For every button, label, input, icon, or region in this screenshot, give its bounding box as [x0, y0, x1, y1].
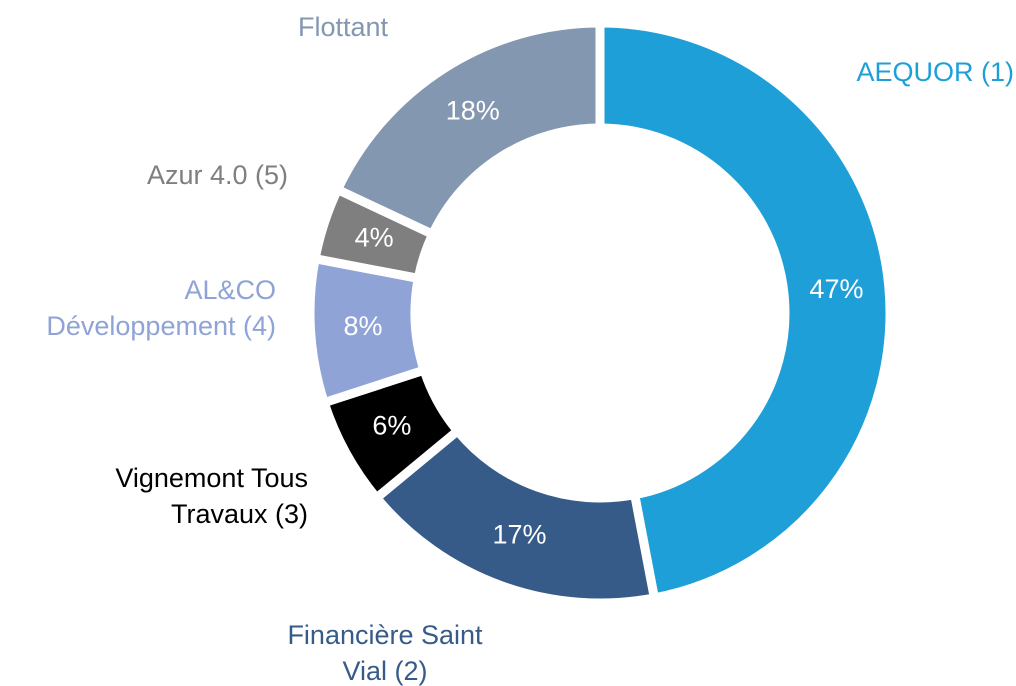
category-label: AL&CO Développement (4) [46, 275, 276, 341]
slice [595, 18, 895, 604]
value-label: 6% [372, 411, 411, 441]
value-label: 17% [493, 520, 547, 550]
category-label: Financière Saint Vial (2) [287, 620, 483, 686]
category-label: Azur 4.0 (5) [146, 160, 288, 190]
value-label: 4% [355, 223, 394, 253]
value-label: 18% [446, 96, 500, 126]
category-label: Flottant [297, 12, 389, 42]
category-label: AEQUOR (1) [856, 57, 1014, 87]
value-label: 47% [809, 274, 863, 304]
slice [331, 18, 605, 241]
value-label: 8% [343, 311, 382, 341]
category-label: Vignemont Tous Travaux (3) [115, 463, 308, 529]
